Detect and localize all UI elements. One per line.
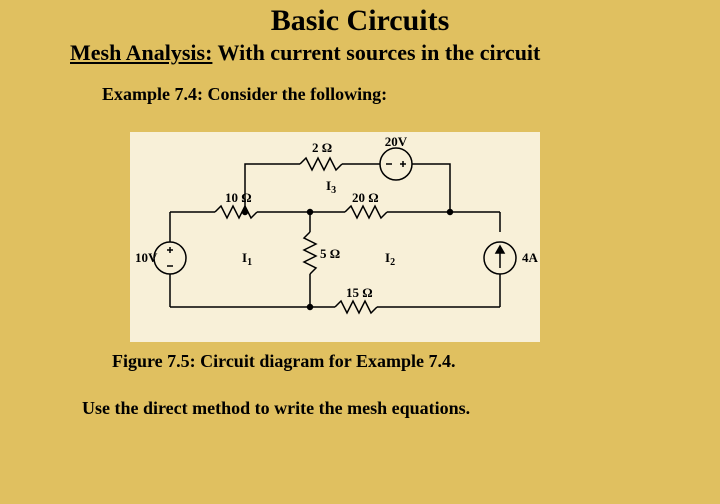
subtitle-rest: With current sources in the circuit bbox=[212, 40, 540, 65]
instruction-text: Use the direct method to write the mesh … bbox=[0, 398, 720, 419]
circuit-diagram: 2 Ω 20V 10 Ω 20 Ω 5 Ω 15 Ω 10V 4A I1 I2 … bbox=[130, 132, 540, 342]
subtitle: Mesh Analysis: With current sources in t… bbox=[0, 40, 720, 66]
r1-label: 2 Ω bbox=[312, 140, 332, 155]
figure-caption: Figure 7.5: Circuit diagram for Example … bbox=[0, 351, 720, 372]
isrc-label: 4A bbox=[522, 250, 539, 265]
r4-label: 5 Ω bbox=[320, 246, 340, 261]
mesh-i3: I3 bbox=[326, 178, 336, 196]
mesh-i1: I1 bbox=[242, 250, 252, 268]
v1-label: 10V bbox=[135, 250, 158, 265]
r2-label: 10 Ω bbox=[225, 190, 252, 205]
page-title: Basic Circuits bbox=[0, 0, 720, 38]
mesh-i2: I2 bbox=[385, 250, 395, 268]
example-label: Example 7.4: Consider the following: bbox=[0, 84, 720, 105]
subtitle-underline: Mesh Analysis: bbox=[70, 40, 212, 65]
v2-label: 20V bbox=[385, 134, 408, 149]
r5-label: 15 Ω bbox=[346, 285, 373, 300]
r3-label: 20 Ω bbox=[352, 190, 379, 205]
